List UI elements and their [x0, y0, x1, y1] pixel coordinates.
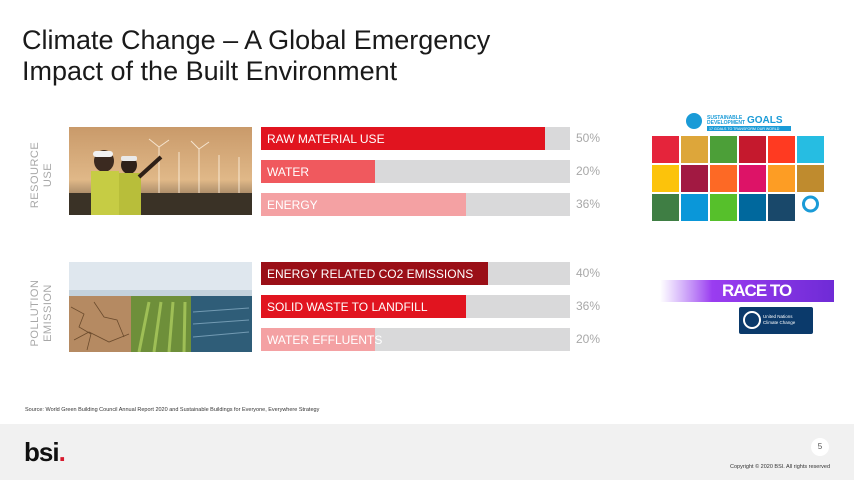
sdg-logo: SUSTAINABLE DEVELOPMENT GOALS 17 GOALS T… — [651, 110, 827, 222]
bar-energy — [261, 193, 466, 216]
svg-text:DEVELOPMENT: DEVELOPMENT — [707, 120, 745, 126]
sdg-goal-tile — [739, 136, 766, 163]
sdg-goal-tile — [681, 194, 708, 221]
value-label-solid-waste: 36% — [576, 299, 601, 313]
sdg-goal-tile — [652, 136, 679, 163]
unfccc-icon — [743, 311, 761, 329]
sdg-goal-tile — [652, 194, 679, 221]
bar-track-energy: ENERGY — [261, 193, 570, 216]
sdg-wheel-icon — [802, 195, 819, 213]
sdg-goal-tile — [681, 136, 708, 163]
sdg-goal-tile — [797, 165, 824, 192]
sdg-goal-tile — [797, 136, 824, 163]
value-label-water-effluents: 20% — [576, 332, 601, 346]
svg-text:GOALS: GOALS — [747, 115, 783, 126]
environment-photo — [69, 262, 252, 352]
bar-solid-waste — [261, 295, 466, 318]
bsi-logo: bsi. — [24, 437, 66, 468]
bar-label-energy: ENERGY — [267, 198, 318, 212]
sdg-goal-tile — [739, 165, 766, 192]
sdg-goal-tile — [681, 165, 708, 192]
sdg-goal-tile — [710, 136, 737, 163]
bar-track-co2: ENERGY RELATED CO2 EMISSIONS — [261, 262, 570, 285]
sdg-goal-tile — [768, 136, 795, 163]
section-label-pollution: POLLUTION EMISSION — [29, 279, 54, 347]
race-to-zero-logo: RACE TO ZERO — [660, 278, 834, 320]
unfccc-logo: United Nations Climate Change — [739, 307, 813, 334]
sdg-goal-tile — [710, 165, 737, 192]
bar-label-water-effluents: WATER EFFLUENTS — [267, 333, 383, 347]
bar-water — [261, 160, 375, 183]
svg-text:17 GOALS TO TRANSFORM OUR WORL: 17 GOALS TO TRANSFORM OUR WORLD — [709, 127, 780, 131]
sdg-goal-tile — [710, 194, 737, 221]
title-line-1: Climate Change – A Global Emergency — [22, 25, 491, 55]
bar-raw-material — [261, 127, 546, 150]
bar-water-effluents — [261, 328, 375, 351]
value-label-raw-material: 50% — [576, 131, 601, 145]
bsi-logo-dot: . — [58, 437, 66, 467]
sdg-goal-tile — [652, 165, 679, 192]
title-line-2: Impact of the Built Environment — [22, 56, 398, 86]
svg-text:SUSTAINABLE: SUSTAINABLE — [707, 115, 743, 121]
bar-label-water: WATER — [267, 165, 309, 179]
bar-label-solid-waste: SOLID WASTE TO LANDFILL — [267, 300, 428, 314]
bar-label-raw-material: RAW MATERIAL USE — [267, 132, 385, 146]
bar-track-raw-material: RAW MATERIAL USE — [261, 127, 570, 150]
sdg-goal-tile — [768, 165, 795, 192]
section-label-resource: RESOURCE USE — [29, 141, 54, 209]
value-label-co2: 40% — [576, 266, 601, 280]
value-label-energy: 36% — [576, 197, 601, 211]
footer — [0, 424, 854, 480]
bsi-logo-text: bsi — [24, 437, 60, 467]
bar-track-water: WATER — [261, 160, 570, 183]
bar-track-solid-waste: SOLID WASTE TO LANDFILL — [261, 295, 570, 318]
bar-track-water-effluents: WATER EFFLUENTS — [261, 328, 570, 351]
bar-co2 — [261, 262, 489, 285]
slide-title: Climate Change – A Global Emergency Impa… — [22, 25, 490, 87]
copyright: Copyright © 2020 BSI. All rights reserve… — [730, 464, 831, 470]
unfccc-label: United Nations Climate Change — [763, 314, 796, 325]
source-note: Source: World Green Building Council Ann… — [25, 407, 320, 413]
sdg-goal-tile — [739, 194, 766, 221]
wind-farm-photo — [69, 127, 252, 215]
sdg-goal-tile — [768, 194, 795, 221]
value-label-water: 20% — [576, 164, 601, 178]
page-number: 5 — [811, 438, 829, 456]
bar-label-co2: ENERGY RELATED CO2 EMISSIONS — [267, 267, 474, 281]
